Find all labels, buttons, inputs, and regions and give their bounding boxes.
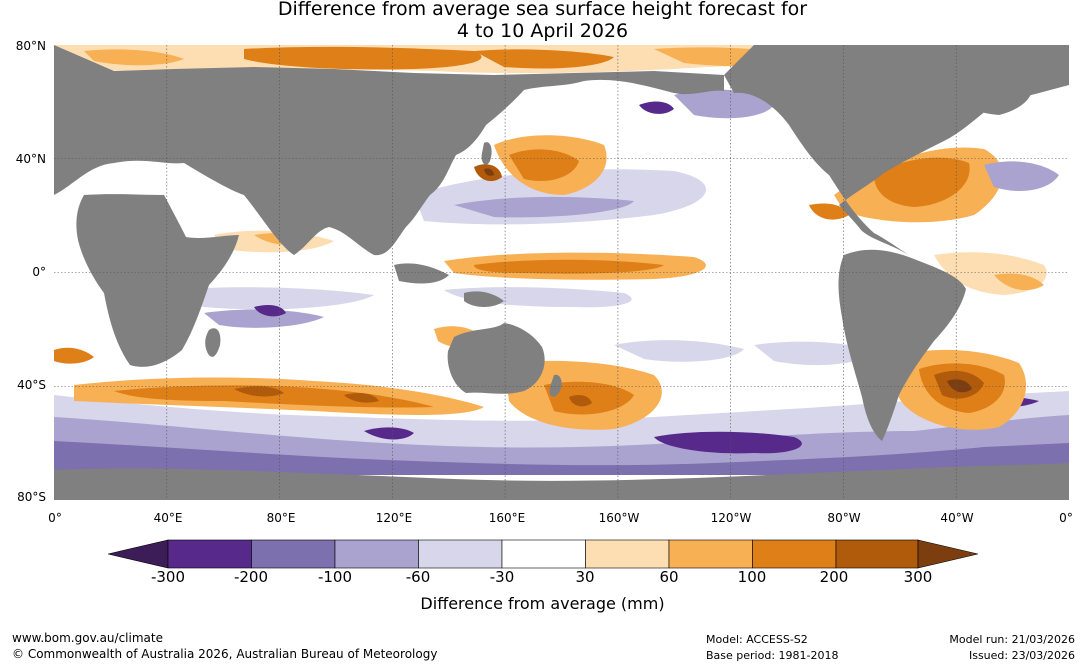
colorbar-tick-300: 300 [903, 568, 933, 586]
new-zealand [549, 374, 562, 397]
south-america [838, 249, 966, 441]
southern-positive-anomaly [54, 347, 1027, 430]
land-masses [54, 45, 1069, 500]
colorbar [108, 539, 978, 569]
europe-asia [54, 45, 724, 256]
colorbar-bin-9 [835, 539, 919, 569]
indonesia [394, 263, 449, 284]
colorbar-tick-minus-60: -60 [405, 568, 431, 586]
map-title-line-1: Difference from average sea surface heig… [277, 0, 808, 20]
map-title-line-2: 4 to 10 April 2026 [456, 20, 629, 42]
lat-label-40s: 40°S [17, 378, 46, 392]
footer-url: www.bom.gov.au/climate [12, 631, 163, 645]
graticule [54, 45, 1069, 500]
colorbar-tick-minus-100: -100 [317, 568, 353, 586]
colorbar-tick-60: 60 [659, 568, 679, 586]
lat-label-40n: 40°N [15, 152, 46, 166]
colorbar-bin-6 [585, 539, 670, 569]
colorbar-tick-minus-30: -30 [489, 568, 515, 586]
footer-issued: Issued: 23/03/2026 [968, 649, 1075, 662]
lat-label-80n: 80°N [15, 39, 46, 53]
footer-copyright: © Commonwealth of Australia 2026, Austra… [12, 647, 438, 661]
africa [76, 194, 239, 367]
lat-label-80s: 80°S [17, 490, 46, 504]
colorbar-tick-minus-200: -200 [233, 568, 269, 586]
lon-label-120e: 120°E [375, 511, 413, 525]
uk [54, 123, 67, 146]
lon-label-0-right: 0° [1059, 511, 1073, 525]
colorbar-bin-7 [668, 539, 753, 569]
new-guinea [464, 291, 504, 307]
colorbar-bin-5 [501, 539, 586, 569]
footer-model-run: Model run: 21/03/2026 [949, 633, 1075, 646]
lon-label-80e: 80°E [266, 511, 296, 525]
colorbar-tick-100: 100 [737, 568, 767, 586]
colorbar-right-arrow [917, 539, 978, 569]
footer-model: Model: ACCESS-S2 [706, 633, 808, 646]
lon-label-120w: 120°W [710, 511, 752, 525]
lon-label-40e: 40°E [153, 511, 183, 525]
sea-surface-height-map [54, 45, 1069, 500]
madagascar [205, 328, 221, 357]
colorbar-tick-30: 30 [575, 568, 595, 586]
colorbar-bin-8 [752, 539, 837, 569]
japan [481, 142, 492, 165]
colorbar-bin-4 [418, 539, 503, 569]
colorbar-tick-minus-300: -300 [150, 568, 186, 586]
lat-label-equator: 0° [32, 265, 46, 279]
antarctica [54, 463, 1069, 500]
colorbar-tick-200: 200 [819, 568, 849, 586]
lon-label-160w: 160°W [598, 511, 640, 525]
colorbar-left-arrow [108, 539, 169, 569]
north-pacific-anomalies [414, 89, 774, 225]
colorbar-bin-3 [334, 539, 419, 569]
lon-label-40w: 40°W [940, 511, 974, 525]
footer-base-period: Base period: 1981-2018 [706, 649, 839, 662]
greenland [934, 72, 1033, 115]
australia [447, 323, 545, 394]
colorbar-label: Difference from average (mm) [420, 594, 665, 613]
lon-label-0-left: 0° [48, 511, 62, 525]
lon-label-80w: 80°W [827, 511, 861, 525]
lon-label-160e: 160°E [488, 511, 526, 525]
colorbar-bin-1 [167, 539, 252, 569]
colorbar-bin-2 [251, 539, 336, 569]
